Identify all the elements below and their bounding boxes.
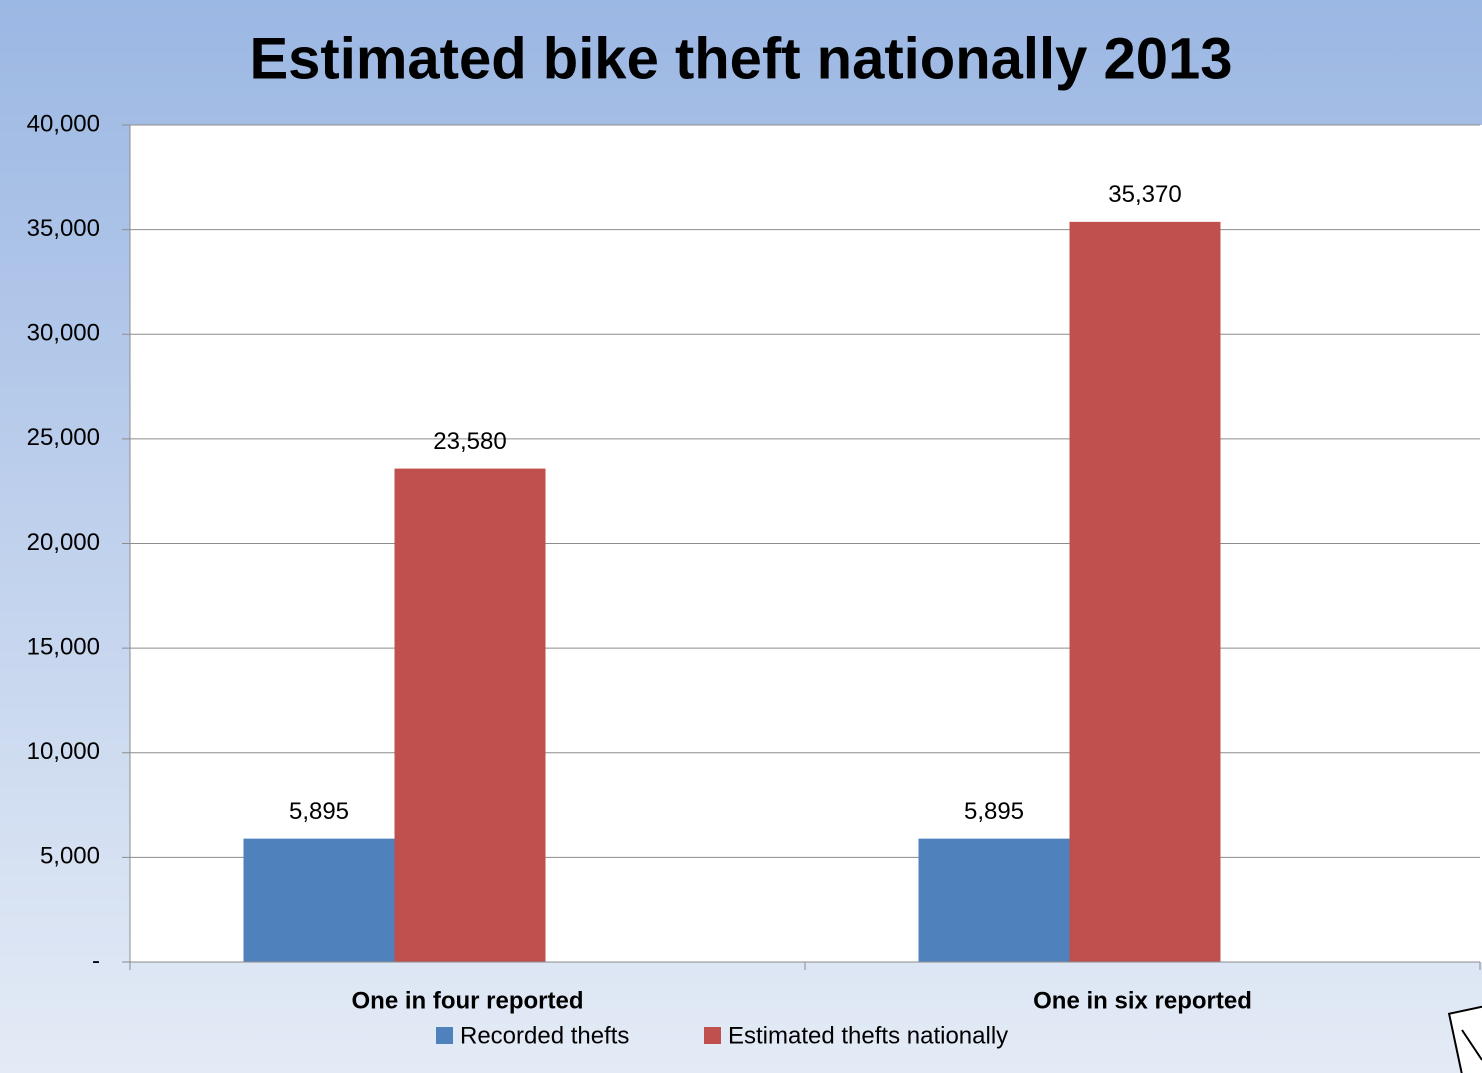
y-tick-label: 20,000 <box>27 529 100 556</box>
bar <box>918 838 1070 962</box>
x-tick-label: One in four reported <box>351 987 583 1014</box>
bar <box>243 838 395 962</box>
bar <box>1069 221 1221 962</box>
value-label: 35,370 <box>1108 181 1181 208</box>
x-tick-label: One in six reported <box>1033 987 1252 1014</box>
legend-swatch <box>704 1027 721 1044</box>
y-tick-label: 35,000 <box>27 215 100 242</box>
y-tick-label: 5,000 <box>40 843 100 870</box>
y-tick-label: 30,000 <box>27 320 100 347</box>
y-tick-label: - <box>92 947 100 974</box>
value-label: 5,895 <box>964 798 1024 825</box>
corner-icon <box>1447 1004 1482 1073</box>
y-tick-label: 10,000 <box>27 738 100 765</box>
legend-label: Estimated thefts nationally <box>728 1022 1008 1049</box>
legend-label: Recorded thefts <box>460 1022 629 1049</box>
chart-title: Estimated bike theft nationally 2013 <box>249 26 1232 91</box>
value-label: 23,580 <box>433 428 506 455</box>
y-tick-label: 15,000 <box>27 633 100 660</box>
y-tick-label: 25,000 <box>27 424 100 451</box>
y-tick-label: 40,000 <box>27 110 100 137</box>
legend-swatch <box>436 1027 453 1044</box>
bar <box>394 468 546 962</box>
value-label: 5,895 <box>289 798 349 825</box>
